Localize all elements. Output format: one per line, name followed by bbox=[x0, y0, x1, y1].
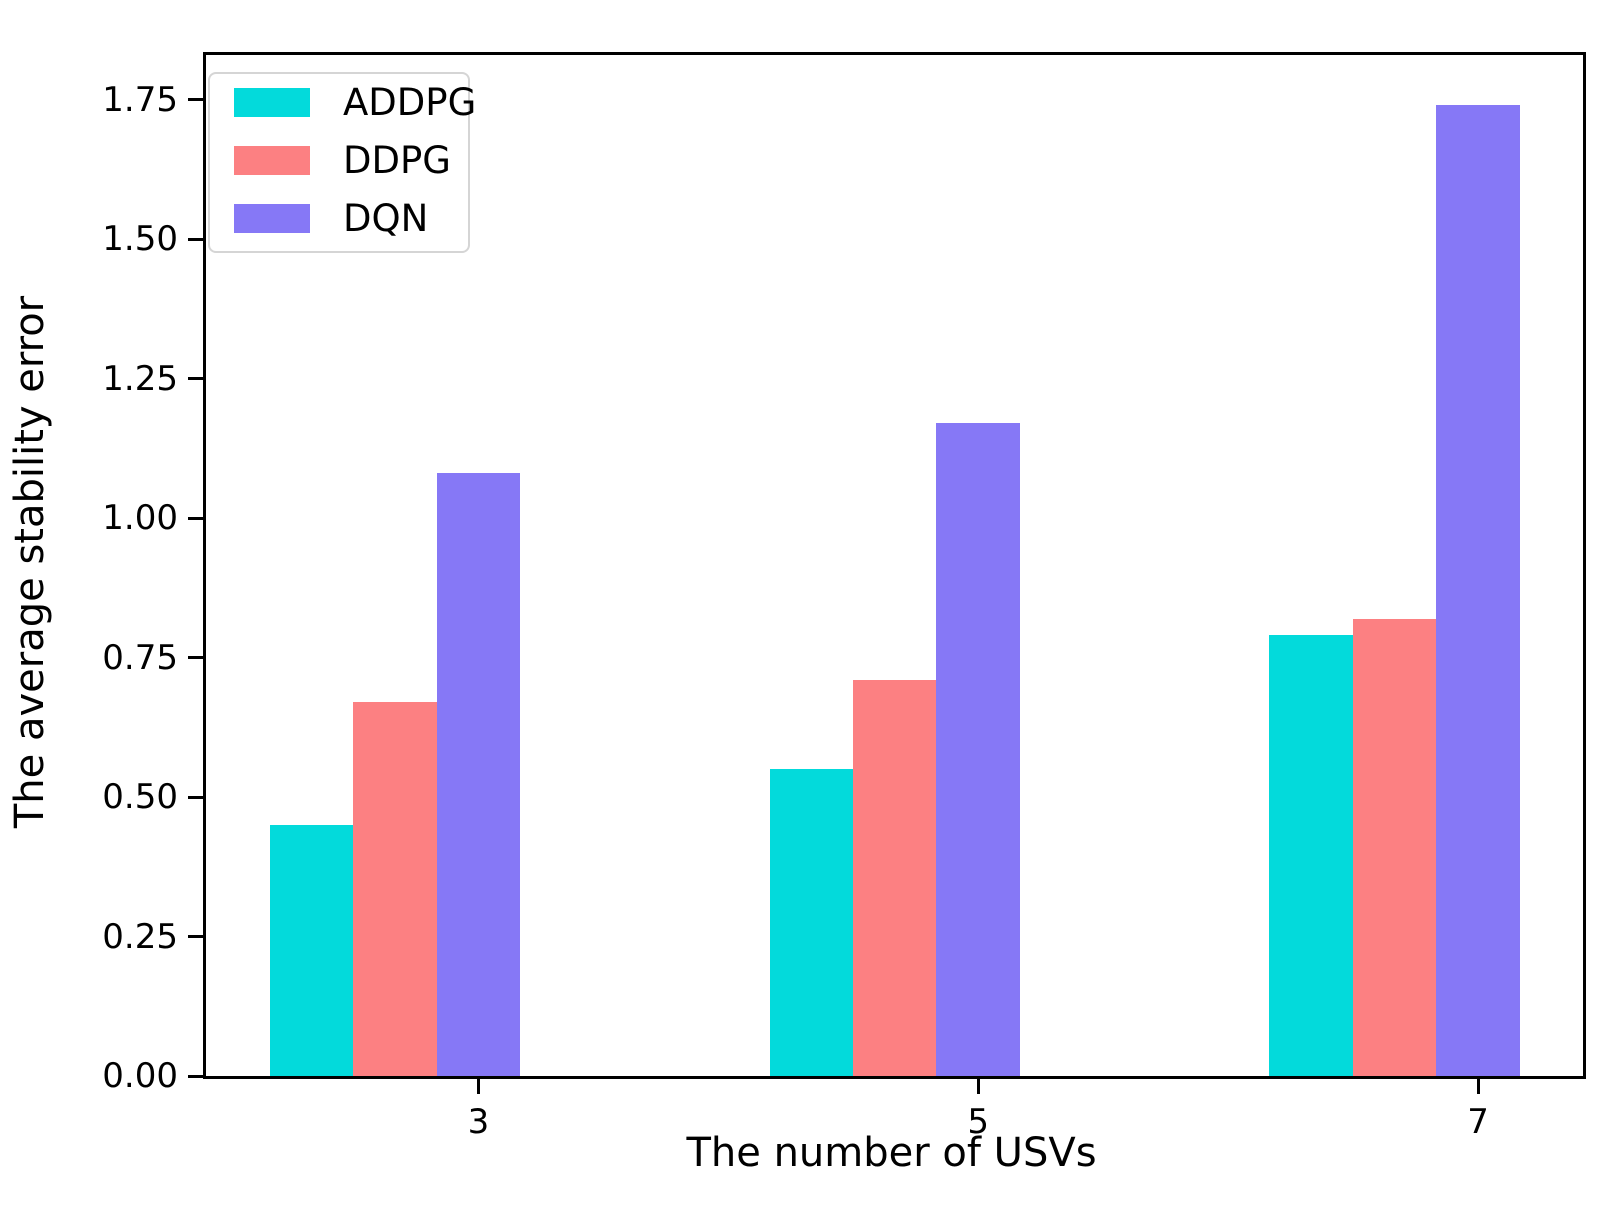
legend-entry-ddpg: DDPG bbox=[234, 142, 468, 179]
y-tick-0.25 bbox=[188, 935, 203, 939]
y-tick-1.50 bbox=[188, 237, 203, 241]
legend-label-dqn: DQN bbox=[343, 196, 429, 240]
x-tick-label-5: 5 bbox=[967, 1102, 990, 1142]
y-axis-label: The average stability error bbox=[7, 295, 53, 829]
y-tick-0.75 bbox=[188, 656, 203, 660]
x-tick-3 bbox=[476, 1079, 480, 1094]
y-tick-0.00 bbox=[188, 1074, 203, 1078]
legend-label-addpg: ADDPG bbox=[343, 80, 477, 124]
plot-area: 0.00 0.25 0.50 0.75 1.00 1.25 1.50 1.75 3 5 7 bbox=[102, 52, 1586, 1142]
x-axis-ticks: 3 5 7 bbox=[206, 55, 1583, 1142]
x-tick-label-7: 7 bbox=[1467, 1102, 1489, 1142]
bar-dqn-5 bbox=[936, 423, 1020, 1076]
x-tick-7 bbox=[1476, 1079, 1480, 1094]
legend-entry-dqn: DQN bbox=[234, 200, 468, 237]
y-tick-label-1.50: 1.50 bbox=[102, 219, 178, 260]
y-tick-1.00 bbox=[188, 516, 203, 520]
legend-swatch-dqn bbox=[234, 203, 310, 233]
bar-ddpg-3 bbox=[353, 702, 437, 1076]
y-tick-label-0.50: 0.50 bbox=[102, 777, 178, 818]
x-axis-label: The number of USVs bbox=[686, 1130, 1097, 1176]
y-tick-1.25 bbox=[188, 377, 203, 381]
y-tick-label-1.25: 1.25 bbox=[102, 358, 178, 399]
bar-ddpg-5 bbox=[853, 679, 937, 1076]
y-tick-label-1.75: 1.75 bbox=[102, 79, 178, 120]
y-axis-ticks: 0.00 0.25 0.50 0.75 1.00 1.25 1.50 1.75 bbox=[102, 55, 1583, 1096]
bar-ddpg-7 bbox=[1352, 618, 1437, 1076]
x-tick-5 bbox=[976, 1079, 980, 1094]
y-tick-label-0.75: 0.75 bbox=[102, 637, 178, 678]
x-tick-label-3: 3 bbox=[467, 1102, 490, 1142]
y-tick-label-1.00: 1.00 bbox=[102, 498, 178, 539]
legend-entry-addpg: ADDPG bbox=[234, 84, 476, 121]
legend-swatch-addpg bbox=[234, 87, 310, 117]
bar-addpg-3 bbox=[269, 824, 354, 1076]
legend: ADDPG DDPG DQN bbox=[208, 72, 476, 253]
bars-layer bbox=[206, 55, 1583, 1076]
legend-label-ddpg: DDPG bbox=[343, 138, 451, 182]
y-tick-label-0.25: 0.25 bbox=[102, 916, 178, 957]
y-tick-label-0.00: 0.00 bbox=[102, 1056, 178, 1096]
bar-dqn-3 bbox=[436, 473, 521, 1076]
bar-dqn-7 bbox=[1436, 105, 1520, 1076]
legend-swatch-ddpg bbox=[234, 145, 310, 175]
y-tick-0.50 bbox=[188, 795, 203, 799]
bar-addpg-7 bbox=[1269, 635, 1353, 1076]
bar-addpg-5 bbox=[769, 769, 853, 1076]
y-tick-1.75 bbox=[188, 98, 203, 102]
